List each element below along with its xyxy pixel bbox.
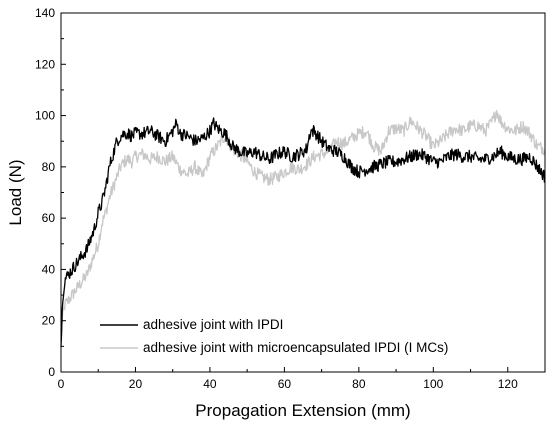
x-axis: 0 20 40 60 80 100 120 <box>58 367 518 391</box>
x-tick-label: 20 <box>129 377 143 391</box>
y-axis-title: Load (N) <box>6 159 25 225</box>
legend-label-ipdi: adhesive joint with IPDI <box>143 317 283 332</box>
x-tick-label: 40 <box>203 377 217 391</box>
x-tick-label: 0 <box>58 377 65 391</box>
y-tick-label: 60 <box>42 211 56 225</box>
x-tick-label: 80 <box>352 377 366 391</box>
y-tick-label: 100 <box>35 109 55 123</box>
legend-label-microencapsulated: adhesive joint with microencapsulated IP… <box>143 340 448 355</box>
y-tick-label: 140 <box>35 6 55 20</box>
y-tick-label: 80 <box>42 160 56 174</box>
x-axis-title: Propagation Extension (mm) <box>195 401 410 420</box>
plot-frame <box>60 12 546 373</box>
y-tick-label: 40 <box>42 262 56 276</box>
legend: adhesive joint with IPDI adhesive joint … <box>100 317 448 355</box>
y-tick-label: 0 <box>48 365 55 379</box>
y-axis: 0 20 40 60 80 100 120 140 <box>35 6 66 379</box>
series-line-ipdi <box>60 117 546 347</box>
plot-lines <box>60 109 546 347</box>
y-tick-label: 20 <box>42 314 56 328</box>
x-tick-label: 100 <box>423 377 443 391</box>
y-tick-label: 120 <box>35 57 55 71</box>
series-line-microencapsulated <box>60 109 546 332</box>
x-tick-label: 120 <box>498 377 518 391</box>
x-tick-label: 60 <box>278 377 292 391</box>
